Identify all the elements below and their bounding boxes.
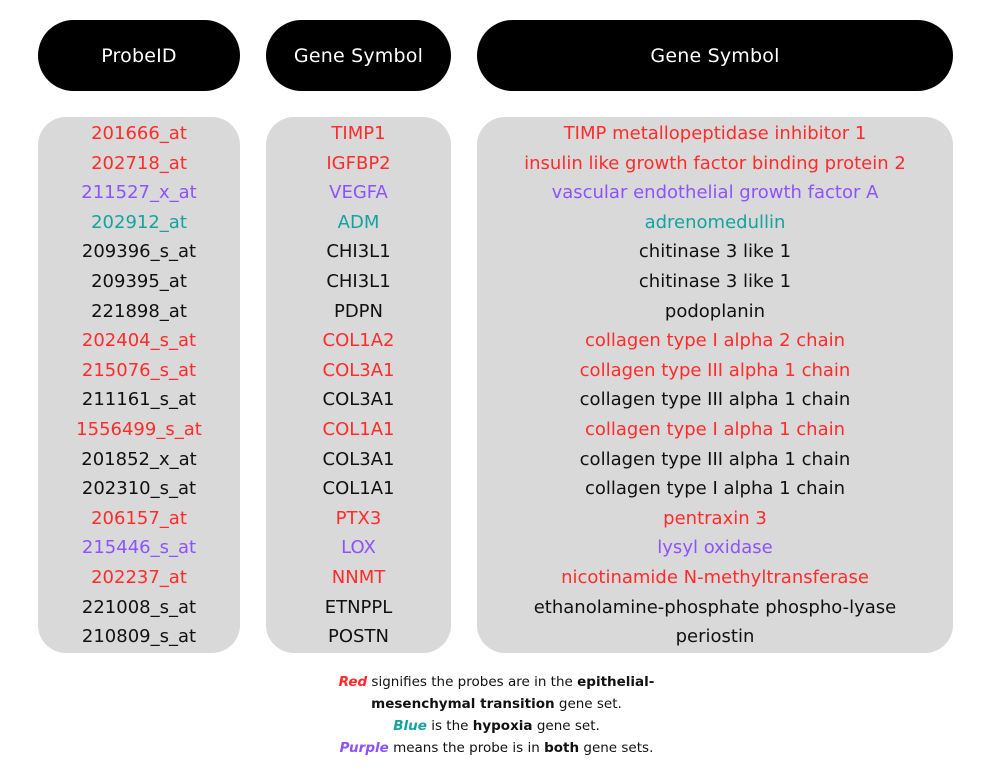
gene-symbol-cell: LOX: [341, 537, 376, 559]
legend-blue-text-1: is the: [426, 718, 473, 734]
legend-red-text-1: signifies the probes are in the: [367, 674, 578, 690]
legend-purple-text-1: means the probe is in: [388, 740, 545, 756]
gene-symbol-column: TIMP1 IGFBP2 VEGFA ADM CHI3L1 CHI3L1 PDPN COL1A…: [266, 117, 451, 653]
probe-id-cell: 206157_at: [91, 507, 187, 529]
probe-id-column: 201666_at 202718_at 211527_x_at 202912_at 20…: [38, 117, 240, 653]
legend-blue-bold: hypoxia: [472, 718, 533, 734]
probe-id-cell: 209395_at: [91, 270, 187, 292]
header-gene-symbol: Gene Symbol: [266, 20, 451, 91]
probe-id-cell: 201666_at: [91, 123, 187, 144]
legend-blue-line: Blue is the hypoxia gene set.: [0, 715, 993, 737]
legend-purple-text-2: gene sets.: [579, 740, 654, 756]
legend-blue-word: Blue: [393, 718, 427, 734]
gene-symbol-cell: COL3A1: [322, 389, 395, 411]
legend-red-line-2: mesenchymal transition gene set.: [0, 693, 993, 715]
gene-symbol-cell: COL1A2: [322, 330, 395, 352]
gene-name-cell: collagen type I alpha 2 chain: [584, 330, 846, 352]
gene-name-column: TIMP metallopeptidase inhibitor 1 insulin…: [477, 117, 953, 653]
gene-symbol-cell: COL3A1: [322, 359, 395, 381]
header-probe-id-label: ProbeID: [101, 44, 177, 67]
probe-id-cell: 202912_at: [91, 211, 187, 233]
gene-name-cell: lysyl oxidase: [657, 537, 773, 559]
gene-name-cell: TIMP metallopeptidase inhibitor 1: [563, 123, 867, 144]
gene-name-cell: nicotinamide N-methyltransferase: [561, 566, 869, 588]
gene-name-cell: pentraxin 3: [663, 507, 767, 529]
header-gene-name: Gene Symbol: [477, 20, 953, 91]
legend-red-line: Red signifies the probes are in the epit…: [0, 671, 993, 693]
gene-name-cell: collagen type III alpha 1 chain: [579, 448, 851, 470]
gene-symbol-cell: CHI3L1: [326, 241, 391, 263]
gene-name-cell: collagen type III alpha 1 chain: [579, 389, 851, 411]
legend-purple-word: Purple: [339, 740, 389, 756]
gene-name-cell: collagen type I alpha 1 chain: [584, 418, 846, 440]
gene-symbol-cell: VEGFA: [329, 182, 388, 204]
gene-name-cell: podoplanin: [664, 300, 766, 322]
gene-name-cell: ethanolamine-phosphate phospho-lyase: [533, 596, 897, 618]
gene-symbol-cell: TIMP1: [331, 123, 386, 144]
gene-name-cell: periostin: [675, 626, 755, 648]
legend-red-bold: epithelial-: [577, 674, 655, 690]
gene-symbol-cell: ETNPPL: [324, 596, 393, 618]
gene-name-cell: vascular endothelial growth factor A: [551, 182, 879, 204]
probe-id-cell: 1556499_s_at: [76, 418, 202, 440]
gene-symbol-cell: COL1A1: [322, 418, 395, 440]
legend-purple-bold: both: [544, 740, 580, 756]
gene-symbol-cell: ADM: [337, 211, 380, 233]
probe-id-cell: 215076_s_at: [81, 359, 197, 381]
probe-id-cell: 221008_s_at: [81, 596, 197, 618]
header-gene-name-label: Gene Symbol: [650, 44, 780, 67]
legend-red-text-2: gene set.: [554, 696, 622, 712]
gene-symbol-cell: POSTN: [328, 626, 389, 648]
gene-name-cell: insulin like growth factor binding prote…: [524, 152, 906, 174]
gene-symbol-cell: PDPN: [333, 300, 384, 322]
gene-name-cell: collagen type I alpha 1 chain: [584, 478, 846, 500]
probe-id-cell: 221898_at: [91, 300, 187, 322]
probe-id-cell: 202237_at: [91, 566, 187, 588]
probe-id-cell: 202310_s_at: [81, 478, 197, 500]
legend-red-bold-2: mesenchymal transition: [371, 696, 555, 712]
gene-name-cell: collagen type III alpha 1 chain: [579, 359, 851, 381]
legend-caption: Red signifies the probes are in the epit…: [0, 671, 993, 759]
probe-id-cell: 210809_s_at: [81, 626, 197, 648]
gene-name-cell: chitinase 3 like 1: [638, 241, 792, 263]
gene-symbol-cell: IGFBP2: [326, 152, 391, 174]
gene-symbol-cell: CHI3L1: [326, 270, 391, 292]
gene-name-cell: chitinase 3 like 1: [638, 270, 792, 292]
probe-id-cell: 209396_s_at: [81, 241, 197, 263]
probe-id-cell: 201852_x_at: [81, 448, 197, 470]
gene-symbol-cell: COL1A1: [322, 478, 395, 500]
legend-red-word: Red: [338, 674, 368, 690]
probe-id-cell: 211527_x_at: [81, 182, 197, 204]
probe-id-cell: 211161_s_at: [81, 389, 197, 411]
probe-id-cell: 202718_at: [91, 152, 187, 174]
header-gene-symbol-label: Gene Symbol: [293, 44, 424, 67]
header-probe-id: ProbeID: [38, 20, 240, 91]
gene-symbol-cell: PTX3: [335, 507, 382, 529]
gene-name-cell: adrenomedullin: [644, 211, 786, 233]
gene-symbol-cell: NNMT: [331, 566, 386, 588]
legend-purple-line: Purple means the probe is in both gene s…: [0, 737, 993, 759]
probe-id-cell: 215446_s_at: [81, 537, 197, 559]
probe-id-cell: 202404_s_at: [81, 330, 197, 352]
legend-blue-text-2: gene set.: [532, 718, 600, 734]
gene-symbol-cell: COL3A1: [322, 448, 395, 470]
